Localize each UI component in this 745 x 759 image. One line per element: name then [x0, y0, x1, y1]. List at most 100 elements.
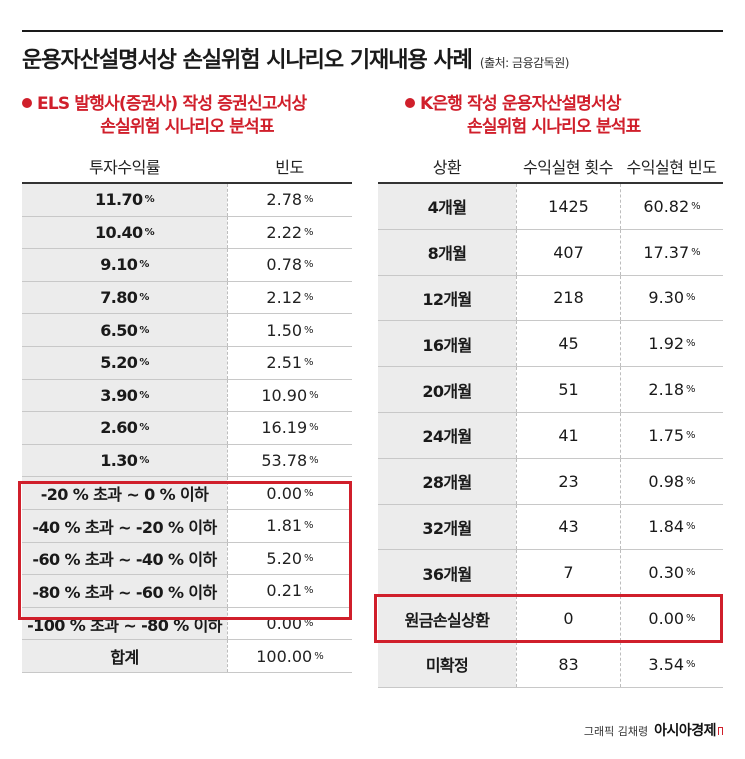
- redemption-label: 12개월: [422, 289, 472, 309]
- frequency-value: 5.20: [266, 548, 303, 568]
- redemption-cell: 4개월: [378, 184, 516, 229]
- return-cell: 6.50%: [22, 314, 227, 346]
- credit-text: 그래픽 김채령: [583, 725, 649, 738]
- frequency-cell: 1.92%: [620, 321, 723, 367]
- return-value: 9.10: [100, 255, 138, 275]
- return-value: 2.60: [100, 418, 138, 438]
- table-row: 7.80% 2.12%: [22, 281, 352, 315]
- frequency-cell: 9.30%: [620, 275, 723, 321]
- count-value: 43: [558, 517, 579, 537]
- redemption-label: 36개월: [422, 564, 472, 584]
- return-cell: 9.10%: [22, 249, 227, 281]
- percent-sign: %: [309, 389, 319, 401]
- count-cell: 45: [516, 321, 620, 367]
- frequency-value: 60.82: [643, 196, 690, 216]
- principal-loss-highlight: [374, 594, 723, 643]
- percent-sign: %: [686, 338, 696, 350]
- frequency-cell: 1.50%: [227, 314, 352, 346]
- count-value: 83: [558, 654, 579, 674]
- frequency-cell: 16.19%: [227, 412, 352, 444]
- frequency-value: 2.51: [266, 353, 303, 373]
- brand-logo: 아시아경제: [654, 723, 716, 739]
- return-value: 11.70: [94, 190, 143, 210]
- return-value: 3.90: [100, 385, 138, 405]
- percent-sign: %: [304, 552, 314, 564]
- frequency-value: 2.22: [266, 222, 303, 242]
- count-cell: 7: [516, 550, 620, 596]
- redemption-label: 32개월: [422, 518, 472, 538]
- frequency-value: 9.30: [648, 288, 685, 308]
- count-cell: 83: [516, 641, 620, 687]
- frequency-cell: 10.90%: [227, 379, 352, 412]
- frequency-cell: 2.18%: [620, 367, 723, 412]
- header-redemption: 상환: [432, 158, 462, 177]
- percent-sign: %: [139, 292, 149, 304]
- percent-sign: %: [686, 429, 696, 441]
- return-cell: 10.40%: [22, 216, 227, 249]
- return-cell: -40 % 초과 ~ -20 % 이하: [22, 509, 227, 542]
- top-rule: [22, 30, 723, 32]
- return-value: 7.80: [100, 288, 138, 308]
- frequency-value: 0.21: [266, 581, 303, 601]
- percent-sign: %: [304, 226, 314, 238]
- return-value: -80 % 초과 ~ -60 % 이하: [32, 582, 217, 602]
- percent-sign: %: [686, 521, 696, 533]
- frequency-value: 1.50: [266, 320, 303, 340]
- percent-sign: %: [691, 200, 701, 212]
- frequency-value: 0.00: [266, 483, 303, 503]
- bullet-dot-icon: [405, 98, 415, 108]
- return-value: -20 % 초과 ~ 0 % 이하: [40, 485, 209, 505]
- frequency-cell: 0.00%: [620, 596, 723, 641]
- left-subtitle: ELS 발행사(증권사) 작성 증권신고서상 손실위험 시나리오 분석표: [22, 93, 352, 139]
- redemption-label: 4개월: [427, 198, 467, 218]
- frequency-cell: 0.78%: [227, 249, 352, 281]
- left-subtitle-line1: ELS 발행사(증권사) 작성 증권신고서상: [37, 94, 307, 114]
- table-row: 8개월 407 17.37%: [378, 229, 723, 276]
- return-cell: 1.30%: [22, 444, 227, 477]
- count-value: 218: [553, 288, 584, 308]
- percent-sign: %: [309, 455, 319, 467]
- credit: 그래픽 김채령 아시아경제: [584, 720, 723, 740]
- table-row: 20개월 51 2.18%: [378, 367, 723, 413]
- frequency-value: 1.75: [648, 425, 685, 445]
- frequency-cell: 100.00%: [227, 640, 352, 672]
- frequency-cell: 0.30%: [620, 550, 723, 596]
- table-row: 32개월 43 1.84%: [378, 504, 723, 551]
- frequency-cell: 53.78%: [227, 444, 352, 477]
- left-scenario-table: 투자수익률 빈도 11.70% 2.78% 10.40% 2.22% 9.10% 0.78…: [22, 150, 352, 673]
- redemption-label: 20개월: [422, 381, 472, 401]
- table-row: -60 % 초과 ~ -40 % 이하 5.20%: [22, 542, 352, 576]
- redemption-cell: 28개월: [378, 458, 516, 504]
- right-table-body: 4개월 1425 60.82% 8개월 407 17.37% 12개월 218 9.30% 16개…: [378, 184, 723, 688]
- percent-sign: %: [686, 613, 696, 625]
- redemption-cell: 16개월: [378, 321, 516, 367]
- table-row: -40 % 초과 ~ -20 % 이하 1.81%: [22, 509, 352, 543]
- return-value: 5.20: [100, 353, 138, 373]
- frequency-value: 0.00: [648, 609, 685, 629]
- redemption-label: 24개월: [422, 427, 472, 447]
- bullet-dot-icon: [22, 98, 32, 108]
- table-row: 9.10% 0.78%: [22, 249, 352, 282]
- source-note: (출처: 금융감독원): [479, 56, 570, 70]
- percent-sign: %: [691, 246, 701, 258]
- right-subtitle: K은행 작성 운용자산설명서상 손실위험 시나리오 분석표: [405, 93, 723, 139]
- return-cell: 2.60%: [22, 412, 227, 444]
- redemption-cell: 8개월: [378, 229, 516, 275]
- percent-sign: %: [144, 194, 155, 206]
- percent-sign: %: [686, 475, 696, 487]
- left-table-body: 11.70% 2.78% 10.40% 2.22% 9.10% 0.78% 7.80% 2.1…: [22, 184, 352, 673]
- table-row: 5.20% 2.51%: [22, 346, 352, 380]
- table-row: 합계 100.00%: [22, 640, 352, 673]
- count-value: 1425: [548, 196, 589, 216]
- right-subtitle-line1: K은행 작성 운용자산설명서상: [420, 94, 622, 114]
- table-row: 16개월 45 1.92%: [378, 321, 723, 368]
- table-row: 28개월 23 0.98%: [378, 458, 723, 505]
- frequency-value: 100.00: [256, 646, 313, 666]
- percent-sign: %: [144, 226, 155, 238]
- percent-sign: %: [686, 292, 696, 304]
- table-row: 2.60% 16.19%: [22, 412, 352, 445]
- percent-sign: %: [686, 567, 696, 579]
- return-cell: 5.20%: [22, 346, 227, 379]
- frequency-cell: 2.12%: [227, 281, 352, 314]
- count-cell: 41: [516, 412, 620, 458]
